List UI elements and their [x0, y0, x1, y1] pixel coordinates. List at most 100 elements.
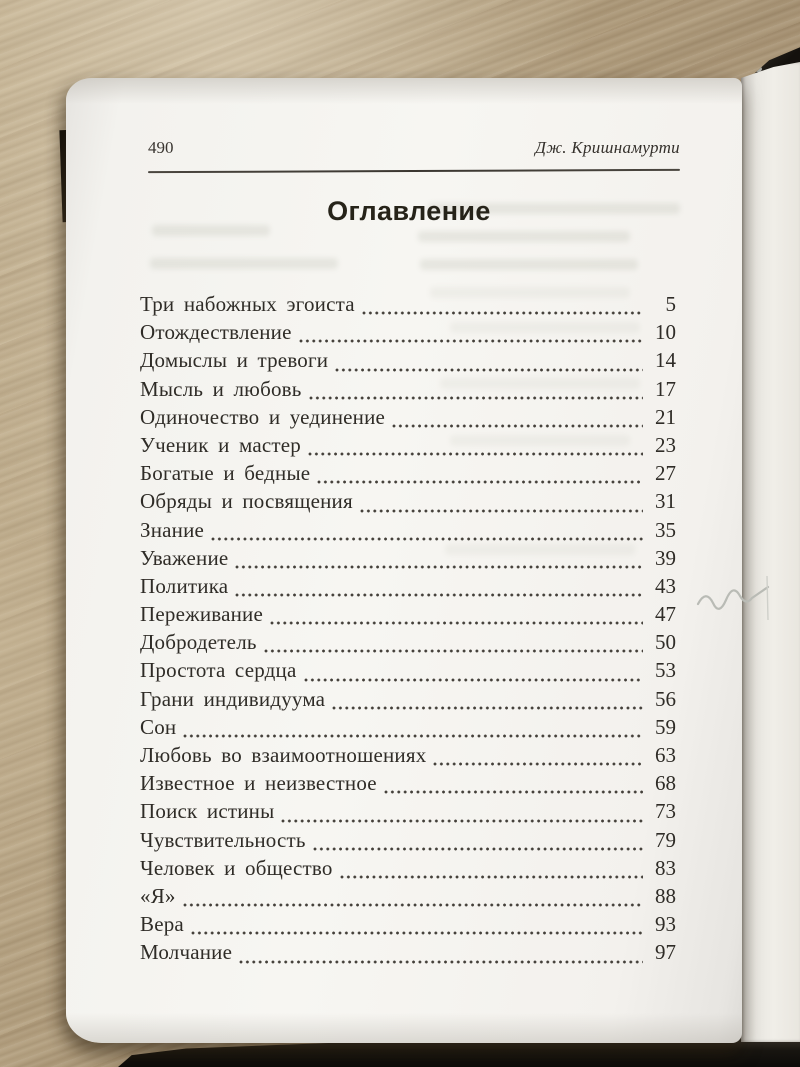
toc-dot-leader [317, 480, 643, 485]
toc-entry-row: Грани индивидуума 56 [140, 687, 676, 715]
toc-entry-title: Известное и неизвестное [140, 771, 377, 796]
toc-entry-title: Отождествление [140, 320, 292, 345]
toc-entry-row: Молчание 97 [140, 940, 676, 968]
toc-entry-title: Мысль и любовь [140, 376, 302, 401]
toc-dot-leader [433, 762, 643, 767]
show-through-text [430, 287, 630, 298]
toc-entry-title: Поиск истины [140, 799, 275, 824]
toc-dot-leader [335, 367, 643, 372]
toc-entry-row: Знание 35 [140, 518, 676, 546]
toc-entry-title: Вера [140, 912, 184, 937]
page-number: 490 [148, 138, 174, 157]
toc-entry-row: Простота сердца 53 [140, 658, 676, 686]
header-rule [147, 168, 681, 174]
toc-entry-page: 39 [655, 545, 676, 570]
toc-entry-row: Отождествление 10 [140, 320, 676, 348]
toc-entry-page: 56 [655, 686, 676, 711]
page-header: 490 Дж. Кришнамурти [148, 138, 680, 162]
toc-entry-page: 5 [665, 292, 677, 316]
toc-dot-leader [361, 311, 643, 316]
toc-entry-page: 83 [655, 855, 676, 880]
toc-entry-title: Переживание [140, 602, 264, 627]
toc-entry-page: 88 [655, 883, 676, 908]
toc-entry-page: 27 [655, 461, 676, 486]
toc-dot-leader [235, 593, 643, 598]
toc-entry-row: Человек и общество 83 [140, 856, 676, 884]
toc-dot-leader [332, 705, 643, 710]
toc-entry-row: Поиск истины 73 [140, 799, 676, 827]
toc-entry-row: Любовь во взаимоотношениях 63 [140, 743, 676, 771]
toc-entry-row: Уважение 39 [140, 546, 676, 574]
toc-entry-title: Сон [140, 714, 177, 739]
toc-entry-page: 17 [655, 376, 676, 401]
toc-entry-page: 50 [655, 630, 676, 655]
toc-entry-row: Чувствительность 79 [140, 828, 676, 856]
toc-dot-leader [383, 790, 643, 795]
toc-dot-leader [308, 395, 643, 400]
toc-entry-row: Переживание 47 [140, 602, 676, 630]
toc-entry-page: 47 [655, 602, 676, 627]
toc-entry-page: 59 [655, 714, 676, 739]
toc-dot-leader [239, 959, 643, 964]
toc-entry-title: Грани индивидуума [140, 686, 326, 711]
toc-entry-page: 43 [655, 573, 676, 598]
toc-entry-title: Ученик и мастер [140, 432, 301, 457]
toc-entry-page: 23 [655, 432, 676, 457]
toc-entry-title: Человек и общество [140, 855, 333, 880]
toc-entry-row: Политика 43 [140, 574, 676, 602]
toc-dot-leader [211, 536, 643, 541]
toc-entry-page: 63 [655, 743, 676, 767]
show-through-text [150, 258, 338, 269]
toc-entry-title: Знание [140, 517, 205, 542]
toc-dot-leader [392, 423, 643, 428]
toc-dot-leader [263, 649, 643, 654]
toc-entry-page: 35 [655, 517, 676, 542]
page-crease-mark [696, 576, 770, 620]
toc-dot-leader [339, 874, 643, 879]
toc-list: Три набожных эгоиста 5 Отождествление 10… [140, 292, 676, 969]
toc-dot-leader [298, 339, 643, 344]
toc-entry-row: Домыслы и тревоги 14 [140, 348, 676, 376]
toc-entry-title: Молчание [140, 940, 233, 965]
toc-entry-title: Чувствительность [140, 827, 306, 852]
show-through-text [450, 435, 630, 446]
toc-entry-title: Политика [140, 573, 229, 598]
toc-entry-row: Мысль и любовь 17 [140, 377, 676, 405]
toc-entry-page: 73 [655, 799, 676, 824]
show-through-text [450, 322, 640, 333]
toc-dot-leader [183, 734, 643, 738]
show-through-text [418, 231, 630, 242]
toc-entry-row: Три набожных эгоиста 5 [140, 292, 676, 320]
toc-entry-page: 10 [655, 320, 676, 345]
toc-entry-title: Богатые и бедные [140, 461, 311, 486]
cover-corner-glint [754, 66, 762, 72]
toc-dot-leader [359, 508, 643, 513]
toc-entry-page: 21 [655, 404, 676, 429]
toc-dot-leader [303, 677, 643, 682]
toc-entry-title: Простота сердца [140, 658, 297, 683]
toc-entry-title: «Я» [140, 883, 176, 908]
book-page: 490 Дж. Кришнамурти Оглавление Три набож… [66, 78, 770, 1043]
page-stack-right-edge [741, 62, 800, 1042]
toc-entry-row: Одиночество и уединение 21 [140, 405, 676, 433]
toc-dot-leader [312, 846, 643, 851]
toc-entry-title: Добродетель [140, 630, 257, 655]
toc-entry-row: Добродетель 50 [140, 630, 676, 658]
toc-dot-leader [182, 903, 643, 908]
toc-entry-page: 97 [655, 940, 676, 965]
toc-entry-row: Известное и неизвестное 68 [140, 771, 676, 799]
show-through-text [440, 378, 640, 389]
toc-dot-leader [281, 818, 643, 823]
show-through-text [420, 259, 638, 270]
toc-entry-title: Обряды и посвящения [140, 489, 353, 514]
toc-dot-leader [307, 452, 643, 457]
toc-entry-page: 79 [655, 827, 676, 852]
toc-entry-row: Сон 59 [140, 715, 676, 743]
toc-entry-row: Вера 93 [140, 912, 676, 940]
toc-entry-title: Домыслы и тревоги [140, 348, 329, 373]
toc-dot-leader [190, 931, 643, 936]
toc-entry-title: Три набожных эгоиста [140, 292, 355, 316]
toc-entry-row: «Я» 88 [140, 884, 676, 912]
toc-entry-row: Ученик и мастер 23 [140, 433, 676, 461]
